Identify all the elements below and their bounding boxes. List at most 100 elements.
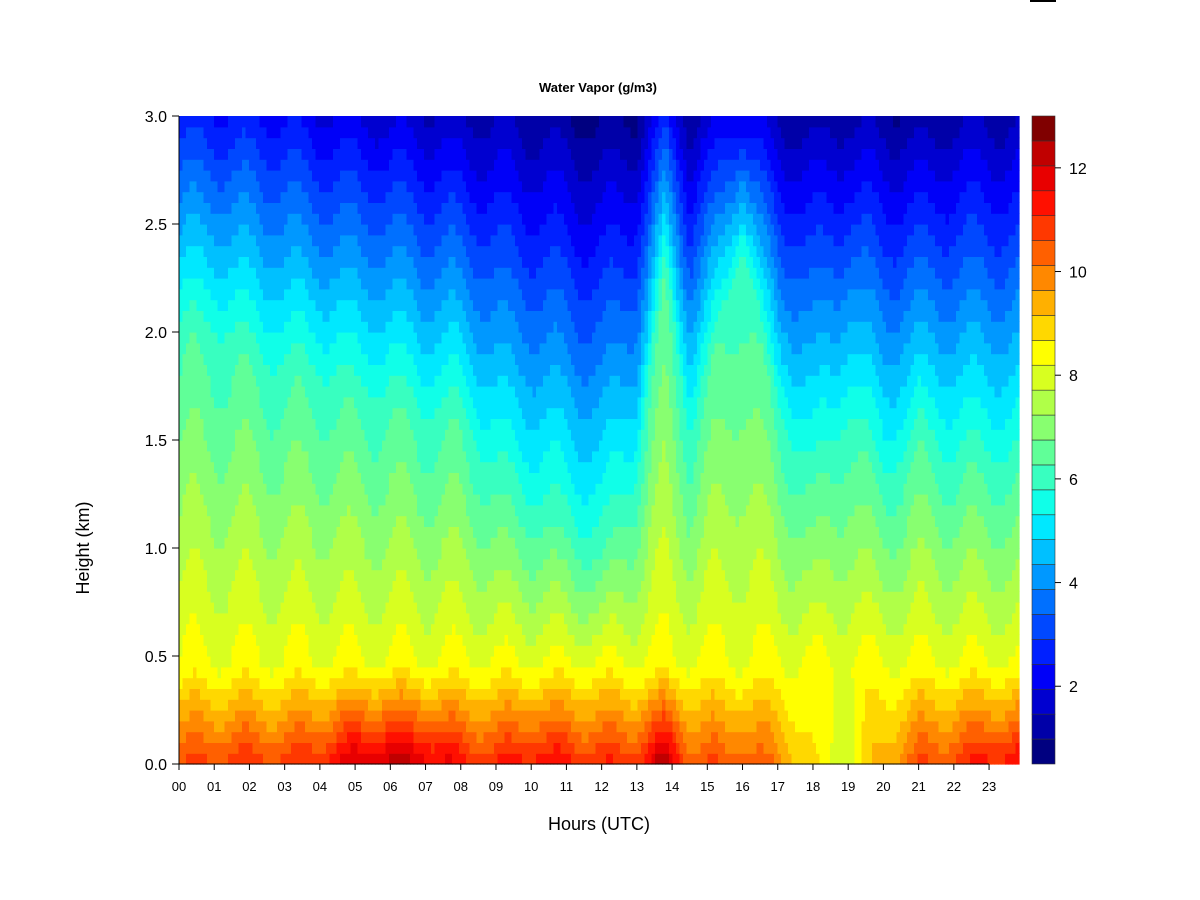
heatmap-cell	[259, 656, 264, 668]
heatmap-cell	[396, 742, 401, 754]
heatmap-cell	[378, 267, 383, 279]
heatmap-cell	[319, 710, 324, 722]
heatmap-cell	[203, 677, 208, 689]
heatmap-cell	[280, 234, 285, 247]
heatmap-cell	[214, 645, 219, 657]
heatmap-cell	[196, 623, 201, 635]
heatmap-cell	[350, 645, 355, 657]
heatmap-cell	[378, 558, 383, 571]
heatmap-cell	[389, 375, 394, 387]
heatmap-cell	[434, 245, 439, 257]
heatmap-cell	[277, 170, 282, 182]
heatmap-cell	[340, 720, 345, 733]
heatmap-cell	[424, 375, 429, 387]
heatmap-cell	[235, 634, 240, 646]
heatmap-cell	[284, 180, 289, 193]
heatmap-cell	[354, 224, 359, 236]
heatmap-cell	[182, 537, 187, 549]
heatmap-cell	[280, 256, 285, 268]
heatmap-cell	[305, 116, 310, 128]
heatmap-cell	[263, 407, 268, 419]
heatmap-cell	[392, 375, 397, 387]
heatmap-cell	[263, 720, 268, 733]
heatmap-cell	[420, 342, 425, 355]
heatmap-cell	[179, 666, 184, 679]
heatmap-cell	[315, 731, 320, 743]
heatmap-cell	[455, 224, 460, 236]
heatmap-cell	[392, 213, 397, 225]
heatmap-cell	[375, 116, 380, 128]
heatmap-cell	[354, 310, 359, 322]
heatmap-cell	[179, 288, 184, 301]
heatmap-cell	[266, 353, 271, 365]
heatmap-cell	[214, 677, 219, 689]
heatmap-cell	[245, 396, 250, 409]
heatmap-cell	[263, 558, 268, 571]
heatmap-cell	[273, 180, 278, 193]
heatmap-cell	[368, 396, 373, 409]
heatmap-cell	[364, 364, 369, 376]
heatmap-cell	[305, 494, 310, 506]
heatmap-cell	[424, 170, 429, 182]
heatmap-cell	[252, 245, 257, 257]
heatmap-cell	[179, 602, 184, 614]
heatmap-cell	[238, 504, 243, 517]
heatmap-cell	[357, 472, 362, 484]
heatmap-cell	[420, 450, 425, 463]
heatmap-cell	[336, 753, 341, 765]
heatmap-cell	[270, 677, 275, 689]
heatmap-cell	[438, 645, 443, 657]
heatmap-cell	[196, 332, 201, 344]
heatmap-cell	[228, 526, 233, 538]
heatmap-cell	[319, 483, 324, 495]
heatmap-cell	[301, 569, 306, 581]
heatmap-cell	[294, 688, 299, 700]
heatmap-cell	[305, 688, 310, 700]
heatmap-cell	[277, 418, 282, 430]
heatmap-cell	[277, 666, 282, 679]
heatmap-cell	[322, 191, 327, 203]
heatmap-cell	[294, 612, 299, 625]
heatmap-cell	[228, 375, 233, 387]
heatmap-cell	[252, 191, 257, 203]
heatmap-cell	[427, 386, 432, 398]
heatmap-cell	[392, 688, 397, 700]
heatmap-cell	[424, 602, 429, 614]
heatmap-cell	[340, 234, 345, 247]
heatmap-cell	[406, 612, 411, 625]
heatmap-cell	[434, 710, 439, 722]
heatmap-cell	[189, 267, 194, 279]
heatmap-cell	[382, 288, 387, 301]
heatmap-cell	[410, 548, 415, 560]
heatmap-cell	[238, 580, 243, 592]
heatmap-cell	[378, 440, 383, 452]
heatmap-cell	[259, 353, 264, 365]
heatmap-cell	[462, 537, 467, 549]
heatmap-cell	[389, 224, 394, 236]
heatmap-cell	[354, 386, 359, 398]
heatmap-cell	[207, 310, 212, 322]
heatmap-cell	[385, 407, 390, 419]
heatmap-cell	[455, 656, 460, 668]
heatmap-cell	[438, 396, 443, 409]
heatmap-cell	[445, 720, 450, 733]
heatmap-cell	[322, 612, 327, 625]
heatmap-cell	[270, 558, 275, 571]
heatmap-cell	[354, 267, 359, 279]
heatmap-cell	[462, 699, 467, 711]
heatmap-cell	[242, 396, 247, 409]
heatmap-cell	[238, 537, 243, 549]
heatmap-cell	[228, 612, 233, 625]
heatmap-cell	[441, 461, 446, 473]
heatmap-cell	[375, 504, 380, 517]
heatmap-cell	[294, 666, 299, 679]
heatmap-cell	[189, 396, 194, 409]
heatmap-cell	[294, 407, 299, 419]
heatmap-cell	[340, 332, 345, 344]
heatmap-cell	[308, 159, 313, 171]
heatmap-cell	[333, 623, 338, 635]
heatmap-cell	[350, 602, 355, 614]
heatmap-cell	[266, 137, 271, 149]
heatmap-cell	[221, 342, 226, 355]
heatmap-cell	[182, 623, 187, 635]
